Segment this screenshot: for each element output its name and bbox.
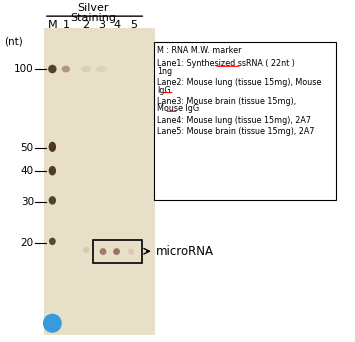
Ellipse shape: [81, 66, 91, 72]
Text: 50: 50: [21, 143, 34, 153]
Text: Mouse IgG: Mouse IgG: [157, 104, 199, 114]
Text: Lane4: Mouse lung (tissue 15mg), 2A7: Lane4: Mouse lung (tissue 15mg), 2A7: [157, 116, 311, 126]
Text: Lane2: Mouse lung (tissue 15mg), Mouse: Lane2: Mouse lung (tissue 15mg), Mouse: [157, 78, 322, 87]
Text: 40: 40: [21, 167, 34, 176]
Ellipse shape: [49, 166, 56, 175]
Text: 1: 1: [62, 20, 69, 30]
Text: microRNA: microRNA: [155, 245, 213, 258]
Ellipse shape: [128, 249, 134, 255]
Text: 2: 2: [83, 20, 90, 30]
Ellipse shape: [113, 248, 120, 255]
Ellipse shape: [48, 65, 56, 73]
Text: Silver: Silver: [77, 3, 109, 13]
Ellipse shape: [100, 248, 106, 255]
Text: Lane3: Mouse brain (tissue 15mg),: Lane3: Mouse brain (tissue 15mg),: [157, 97, 296, 106]
Bar: [44, 28, 149, 335]
Text: M: M: [48, 20, 57, 30]
Bar: [154, 42, 336, 200]
Bar: [93, 240, 142, 263]
Text: Lane5: Mouse brain (tissue 15mg), 2A7: Lane5: Mouse brain (tissue 15mg), 2A7: [157, 127, 315, 136]
Ellipse shape: [96, 66, 106, 72]
Text: M : RNA M.W. marker: M : RNA M.W. marker: [157, 46, 242, 55]
Text: IgG: IgG: [157, 86, 171, 95]
Text: Staining: Staining: [70, 13, 116, 23]
Text: 4: 4: [113, 20, 120, 30]
Ellipse shape: [49, 238, 56, 245]
Text: 3: 3: [98, 20, 105, 30]
Bar: [149, 28, 155, 335]
Text: 100: 100: [14, 64, 34, 74]
Ellipse shape: [49, 142, 56, 152]
Text: 20: 20: [21, 238, 34, 248]
Text: 30: 30: [21, 197, 34, 207]
Ellipse shape: [49, 196, 56, 205]
Text: (nt): (nt): [4, 37, 23, 47]
Circle shape: [43, 314, 62, 333]
Text: 1ng: 1ng: [157, 67, 172, 76]
Ellipse shape: [83, 247, 89, 253]
Text: Lane1: Synthesized ssRNA ( 22nt ): Lane1: Synthesized ssRNA ( 22nt ): [157, 60, 295, 68]
Ellipse shape: [62, 66, 70, 73]
Text: 5: 5: [130, 20, 137, 30]
